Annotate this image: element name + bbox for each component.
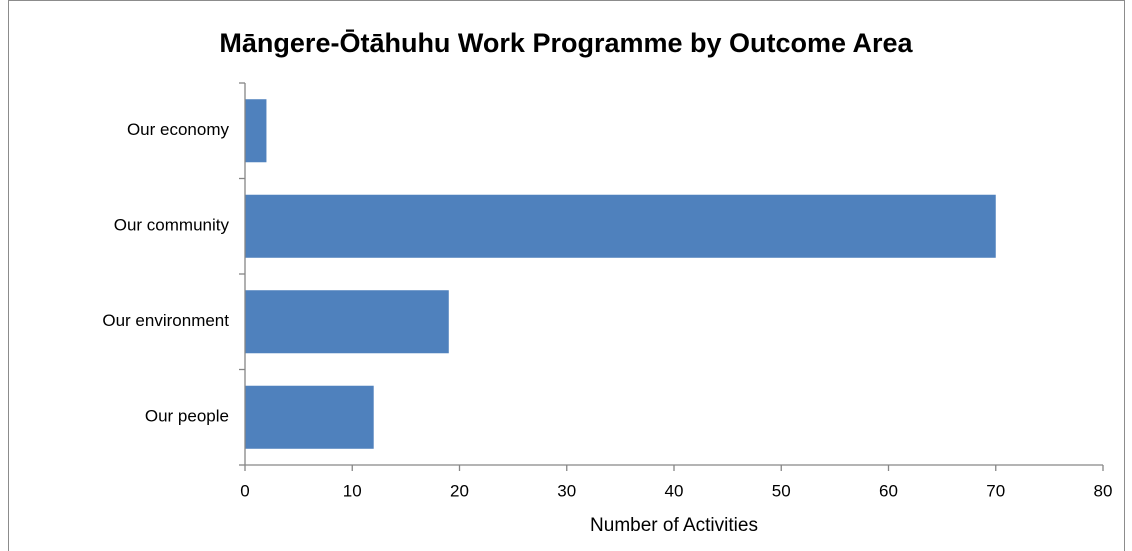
x-tick-label: 40	[665, 481, 684, 500]
x-tick-label: 30	[557, 481, 576, 500]
x-tick-label: 0	[240, 481, 249, 500]
bar	[245, 385, 374, 449]
x-tick-label: 60	[879, 481, 898, 500]
x-tick-label: 80	[1094, 481, 1113, 500]
chart-frame	[8, 0, 1125, 551]
bar	[245, 194, 996, 258]
y-tick-label: Our community	[114, 216, 230, 235]
bar	[245, 290, 449, 354]
chart-title: Māngere-Ōtāhuhu Work Programme by Outcom…	[219, 28, 913, 58]
x-tick-label: 50	[772, 481, 791, 500]
bar	[245, 99, 267, 163]
y-tick-label: Our people	[145, 407, 229, 426]
x-axis-title: Number of Activities	[590, 515, 758, 536]
x-tick-label: 70	[986, 481, 1005, 500]
y-tick-label: Our economy	[127, 120, 230, 139]
y-tick-label: Our environment	[102, 311, 229, 330]
x-tick-label: 20	[450, 481, 469, 500]
x-tick-label: 10	[343, 481, 362, 500]
